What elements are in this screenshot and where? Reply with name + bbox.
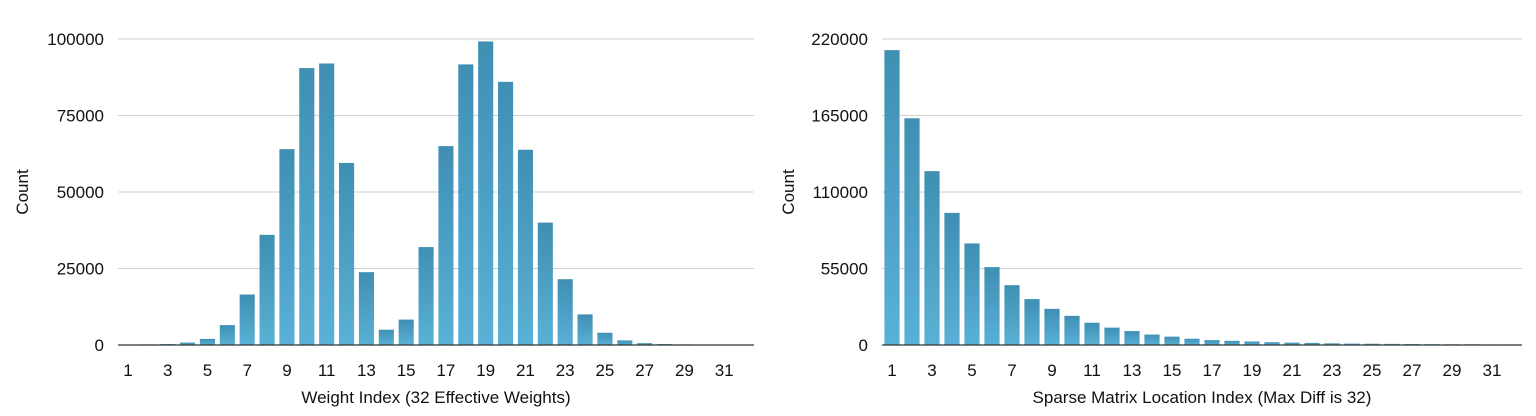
x-tick-label: 7 xyxy=(1007,361,1016,380)
x-tick-label: 21 xyxy=(516,361,535,380)
y-tick-label: 220000 xyxy=(811,30,868,49)
x-tick-label: 13 xyxy=(1123,361,1142,380)
bar-10 xyxy=(299,68,315,345)
bar-27 xyxy=(637,343,653,345)
weight-index-chart: 0 25000 50000 75000 100000 1 3 5 7 9 11 13 15 17 19 21 2… xyxy=(13,30,754,407)
x-tick-label: 9 xyxy=(1047,361,1056,380)
bar-17 xyxy=(1204,340,1220,345)
bar-2 xyxy=(904,118,920,345)
bar-12 xyxy=(1104,327,1120,345)
x-tick-label: 17 xyxy=(436,361,455,380)
bar-9 xyxy=(279,149,295,345)
bar-15 xyxy=(398,319,414,345)
x-tick-label: 27 xyxy=(635,361,654,380)
x-tick-label: 25 xyxy=(595,361,614,380)
bar-4 xyxy=(944,212,960,345)
bar-8 xyxy=(259,234,275,345)
bar-11 xyxy=(1084,322,1100,345)
x-tick-label: 1 xyxy=(887,361,896,380)
x-tick-label: 9 xyxy=(282,361,291,380)
x-tick-label: 3 xyxy=(927,361,936,380)
x-tick-label: 25 xyxy=(1363,361,1382,380)
x-tick-label: 1 xyxy=(123,361,132,380)
bar-14 xyxy=(1144,334,1160,345)
bar-21 xyxy=(517,149,533,345)
bar-26 xyxy=(617,340,633,345)
bar-22 xyxy=(1304,342,1320,345)
y-axis-title: Count xyxy=(13,169,32,215)
x-tick-label: 15 xyxy=(1163,361,1182,380)
y-tick-label: 0 xyxy=(95,336,104,355)
x-tick-label: 27 xyxy=(1403,361,1422,380)
x-axis-title: Weight Index (32 Effective Weights) xyxy=(301,388,570,407)
x-tick-label: 29 xyxy=(1443,361,1462,380)
bar-21 xyxy=(1284,342,1300,345)
x-tick-label: 5 xyxy=(967,361,976,380)
y-tick-label: 55000 xyxy=(821,260,868,279)
bar-16 xyxy=(418,247,434,345)
bar-7 xyxy=(1004,285,1020,345)
bar-18 xyxy=(458,64,474,346)
x-tick-label: 13 xyxy=(357,361,376,380)
x-tick-label: 23 xyxy=(1323,361,1342,380)
y-tick-label: 50000 xyxy=(57,183,104,202)
y-tick-label: 100000 xyxy=(47,30,104,49)
x-tick-label: 11 xyxy=(1083,361,1101,380)
y-tick-label: 165000 xyxy=(811,107,868,126)
bar-8 xyxy=(1024,299,1040,345)
x-tick-label: 5 xyxy=(203,361,212,380)
bar-4 xyxy=(180,342,196,345)
bar-10 xyxy=(1064,315,1080,345)
x-tick-label: 31 xyxy=(715,361,734,380)
sparse-location-chart: 0 55000 110000 165000 220000 1 3 5 7 9 11 13 15 17 19 2… xyxy=(768,0,1536,416)
y-tick-label: 110000 xyxy=(813,183,868,202)
bar-22 xyxy=(537,222,553,345)
bar-23 xyxy=(1324,343,1340,345)
bar-13 xyxy=(1124,331,1140,345)
bar-20 xyxy=(498,81,514,345)
bar-13 xyxy=(358,272,374,345)
x-tick-label: 15 xyxy=(397,361,416,380)
bar-16 xyxy=(1184,338,1200,345)
bar-14 xyxy=(378,329,394,345)
bar-11 xyxy=(319,63,335,345)
y-axis-title: Count xyxy=(779,169,798,215)
bar-25 xyxy=(1364,343,1380,345)
x-tick-label: 23 xyxy=(556,361,575,380)
x-axis-title: Sparse Matrix Location Index (Max Diff i… xyxy=(1033,388,1372,407)
bar-5 xyxy=(199,338,215,345)
y-tick-label: 25000 xyxy=(57,260,104,279)
bar-19 xyxy=(1244,341,1260,345)
x-tick-label: 21 xyxy=(1283,361,1302,380)
bar-6 xyxy=(984,267,1000,345)
x-tick-label: 29 xyxy=(675,361,694,380)
bar-24 xyxy=(1344,343,1360,345)
bar-23 xyxy=(557,279,573,345)
bar-24 xyxy=(577,314,593,345)
x-tick-label: 17 xyxy=(1203,361,1222,380)
x-tick-label: 19 xyxy=(476,361,495,380)
bar-6 xyxy=(219,325,235,345)
bar-3 xyxy=(924,171,940,345)
x-tick-label: 11 xyxy=(318,361,336,380)
bar-18 xyxy=(1224,340,1240,345)
bar-20 xyxy=(1264,342,1280,345)
bar-5 xyxy=(964,243,980,345)
x-tick-label: 7 xyxy=(242,361,251,380)
bar-19 xyxy=(478,41,494,345)
bar-25 xyxy=(597,332,613,345)
x-tick-label: 19 xyxy=(1243,361,1262,380)
bar-1 xyxy=(884,50,900,345)
bar-12 xyxy=(339,162,355,345)
bar-7 xyxy=(239,294,255,345)
bar-15 xyxy=(1164,336,1180,345)
bar-17 xyxy=(438,146,454,345)
x-tick-label: 3 xyxy=(163,361,172,380)
bar-9 xyxy=(1044,308,1060,345)
y-tick-label: 75000 xyxy=(57,107,104,126)
y-tick-label: 0 xyxy=(859,336,868,355)
x-tick-label: 31 xyxy=(1483,361,1502,380)
